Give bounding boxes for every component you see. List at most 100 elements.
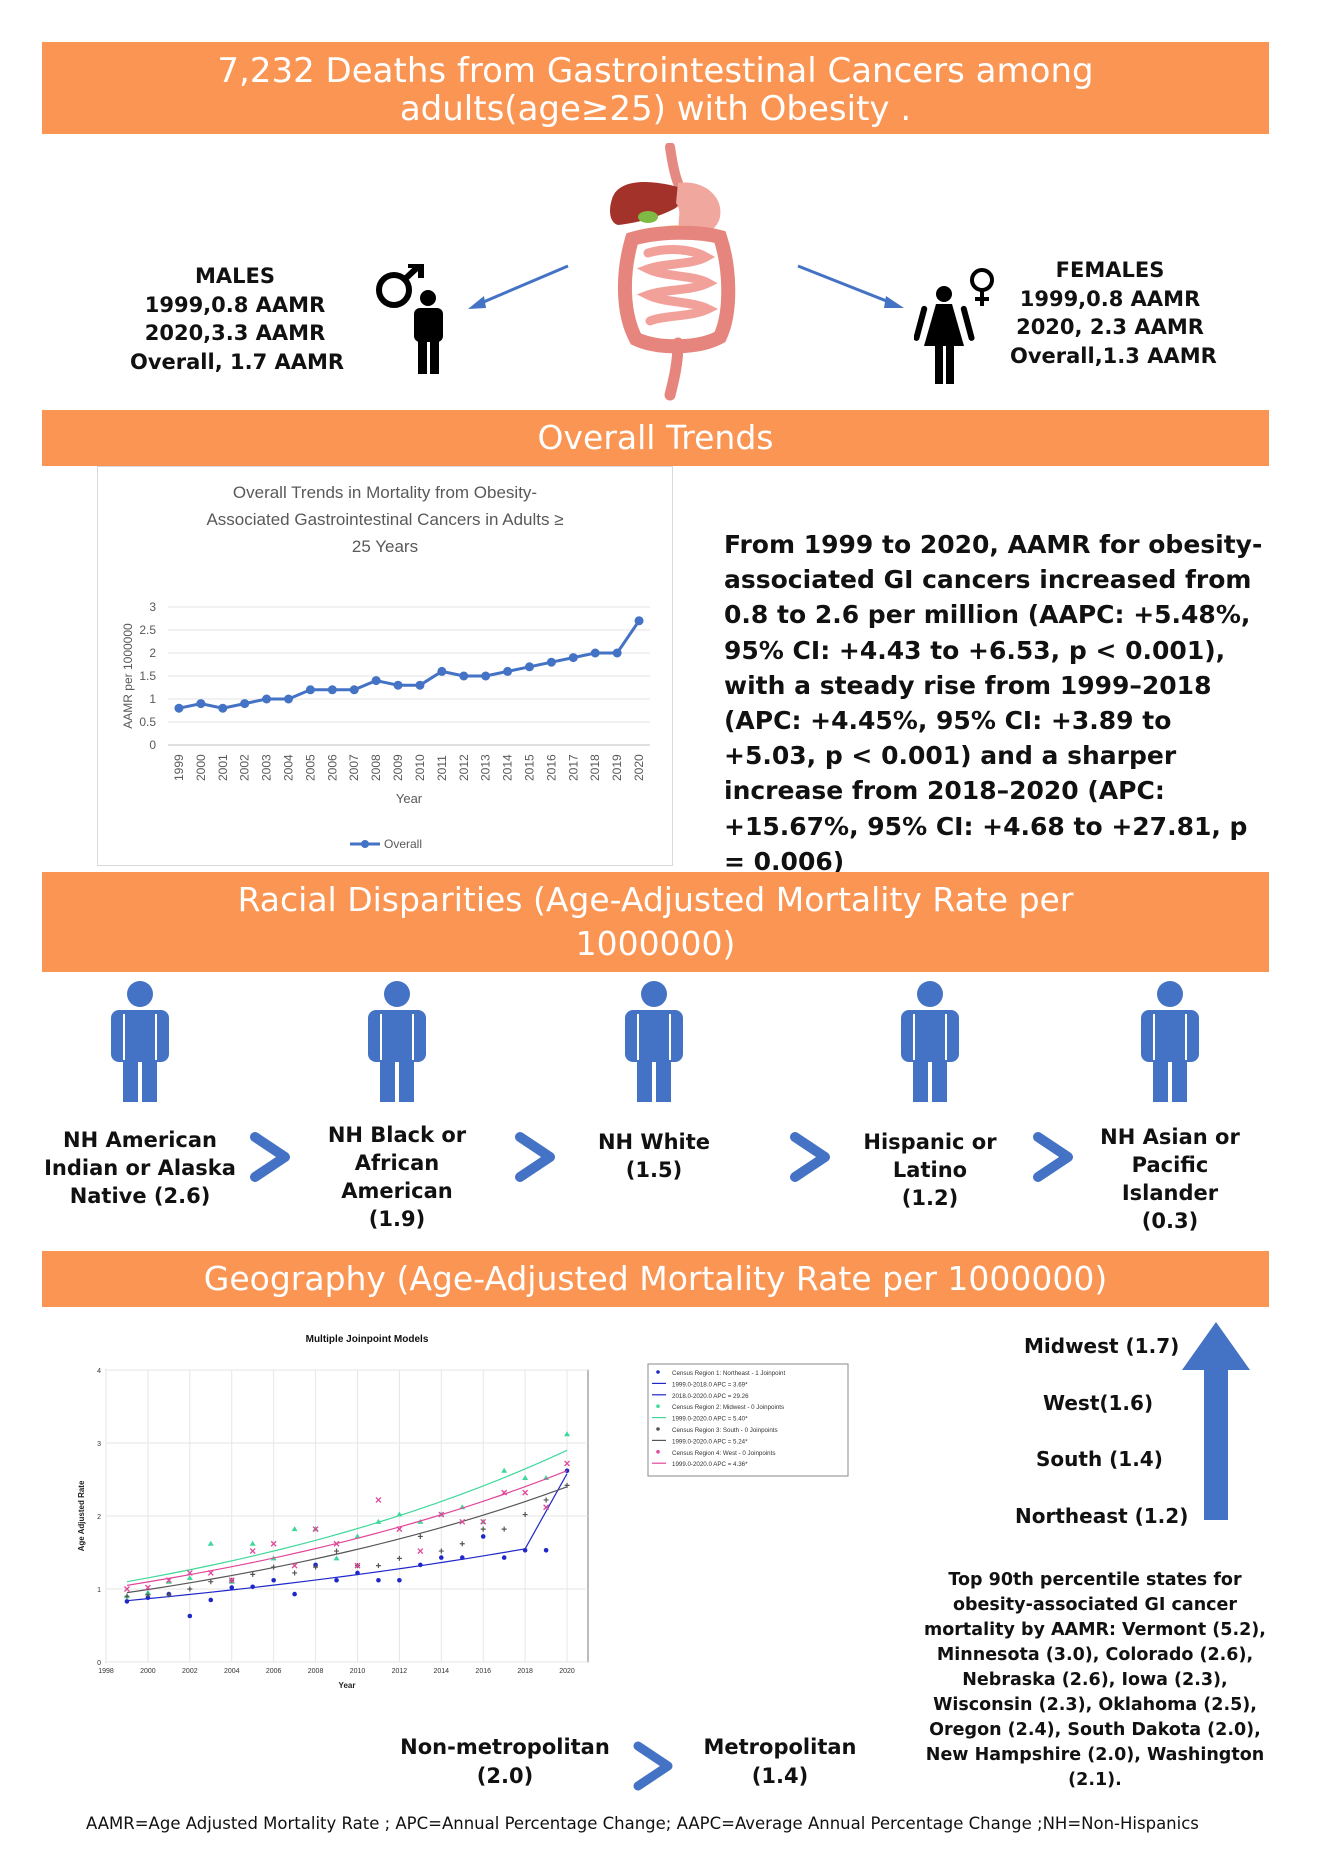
digestive-system-icon	[610, 143, 736, 401]
data-point	[165, 1577, 172, 1584]
fit-line	[126, 1486, 568, 1594]
data-point	[208, 1579, 214, 1585]
data-point	[375, 1563, 381, 1569]
data-point	[271, 1564, 277, 1570]
data-point	[333, 1540, 340, 1547]
header-line-1: 7,232 Deaths from Gastrointestinal Cance…	[217, 51, 1094, 91]
x-tick-label: 2000	[194, 754, 208, 781]
x-tick-label: 2006	[325, 754, 339, 781]
header-banner: 7,232 Deaths from Gastrointestinal Cance…	[42, 42, 1269, 134]
data-point	[503, 666, 513, 676]
x-tick-label: 2014	[434, 1668, 450, 1675]
x-tick-label: 2005	[303, 754, 317, 781]
x-axis-label: Year	[339, 1681, 356, 1690]
data-point	[207, 1540, 214, 1546]
greater-than-icon	[250, 1132, 290, 1182]
legend-box	[647, 1363, 849, 1477]
race-label-line: (1.9)	[368, 1207, 426, 1231]
chevron-shape	[1033, 1132, 1073, 1182]
race-label-line: Hispanic or	[863, 1130, 997, 1154]
data-point	[415, 680, 425, 690]
data-point	[397, 1577, 402, 1583]
data-point	[144, 1589, 151, 1595]
legend-entry: 1999.0-2018.0 APC = 3.69*	[672, 1381, 748, 1388]
legend-marker	[656, 1370, 660, 1374]
overall-trends-title: Overall Trends	[537, 418, 774, 457]
x-tick-label: 2016	[475, 1668, 491, 1675]
x-tick-label: 2008	[369, 754, 383, 781]
x-tick-label: 2003	[260, 754, 274, 781]
y-tick-label: 2.5	[139, 623, 156, 637]
person-icon	[368, 981, 426, 1102]
data-point	[525, 662, 534, 672]
chevron-shape	[250, 1132, 290, 1182]
overall-trends-banner: Overall Trends	[42, 410, 1269, 466]
data-point	[327, 685, 337, 695]
race-label: Hispanic or Latino (1.2)	[830, 1128, 1030, 1212]
greater-than-icon	[633, 1741, 673, 1791]
person-leg	[932, 1058, 947, 1102]
data-point	[568, 653, 578, 663]
data-point	[543, 1497, 549, 1503]
data-point	[375, 1518, 382, 1524]
race-label-line: African American	[341, 1151, 453, 1203]
person-head	[384, 981, 410, 1007]
x-tick-label: 2013	[479, 754, 493, 781]
data-point	[123, 1586, 130, 1592]
person-arm-gap	[637, 1014, 639, 1060]
males-title: MALES	[194, 264, 275, 288]
males-1999: 1999,0.8 AAMR	[144, 292, 326, 317]
race-label-line: NH White	[597, 1130, 711, 1154]
nonmetro-name: Non-metropolitan	[400, 1735, 610, 1759]
race-label-line: NH Black or	[327, 1123, 467, 1147]
data-point	[229, 1585, 235, 1590]
data-point	[145, 1595, 151, 1601]
data-point	[501, 1467, 508, 1473]
fit-line	[126, 1449, 568, 1583]
x-tick-label: 2010	[350, 1668, 366, 1675]
x-tick-label: 2000	[140, 1668, 156, 1675]
y-tick-label: 2	[97, 1514, 101, 1521]
person-arm-gap	[123, 1014, 125, 1060]
x-tick-label: 2002	[238, 754, 252, 781]
data-point	[187, 1613, 193, 1619]
x-tick-label: 2020	[632, 754, 646, 781]
person-arm-gap	[155, 1014, 157, 1060]
data-point	[459, 1518, 466, 1525]
y-tick-label: 1	[97, 1587, 101, 1594]
legend-entry: Census Region 1: Northeast - 1 Joinpoint	[672, 1370, 785, 1377]
arrow-right-icon	[797, 264, 904, 308]
data-point	[543, 1548, 549, 1553]
chart-title-line: 25 Years	[352, 537, 418, 556]
race-label: NH American Indian or Alaska Native (2.6)	[40, 1126, 240, 1210]
person-arm-gap	[1153, 1014, 1155, 1060]
data-point	[355, 1570, 360, 1576]
x-tick-label: 2010	[413, 754, 427, 781]
chevron-shape	[515, 1132, 555, 1182]
fit-line	[126, 1473, 568, 1602]
person-arm-gap	[412, 1014, 414, 1060]
data-point	[522, 1548, 528, 1553]
y-tick-label: 3	[149, 600, 156, 614]
race-label-line: Native (2.6)	[69, 1184, 211, 1208]
data-point	[501, 1555, 507, 1560]
trend-summary: From 1999 to 2020, AAMR for obesity-asso…	[724, 530, 1263, 876]
males-2020: 2020,3.3 AAMR	[144, 321, 326, 345]
data-point	[333, 1555, 340, 1561]
footnote: AAMR=Age Adjusted Mortality Rate ; APC=A…	[86, 1814, 1199, 1833]
nonmetro-label: Non-metropolitan (2.0)	[400, 1733, 610, 1791]
data-point	[376, 1577, 381, 1583]
x-tick-label: 2017	[566, 754, 580, 781]
race-label-line: NH American	[63, 1128, 217, 1152]
legend-entry: Census Region 4: West - 0 Joinpoints	[672, 1450, 775, 1457]
females-2020: 2020, 2.3 AAMR	[1016, 315, 1204, 339]
data-point	[262, 694, 272, 704]
legend-marker	[656, 1450, 660, 1454]
person-leg	[380, 1058, 395, 1102]
fit-line	[126, 1470, 568, 1586]
data-point	[438, 1511, 445, 1518]
data-point	[375, 1496, 382, 1503]
joinpoint-chart: Multiple Joinpoint Models 0 1 2 3 4 1998 2000 20…	[77, 1334, 849, 1690]
data-point	[439, 1555, 444, 1560]
x-tick-label: 2002	[182, 1668, 198, 1675]
